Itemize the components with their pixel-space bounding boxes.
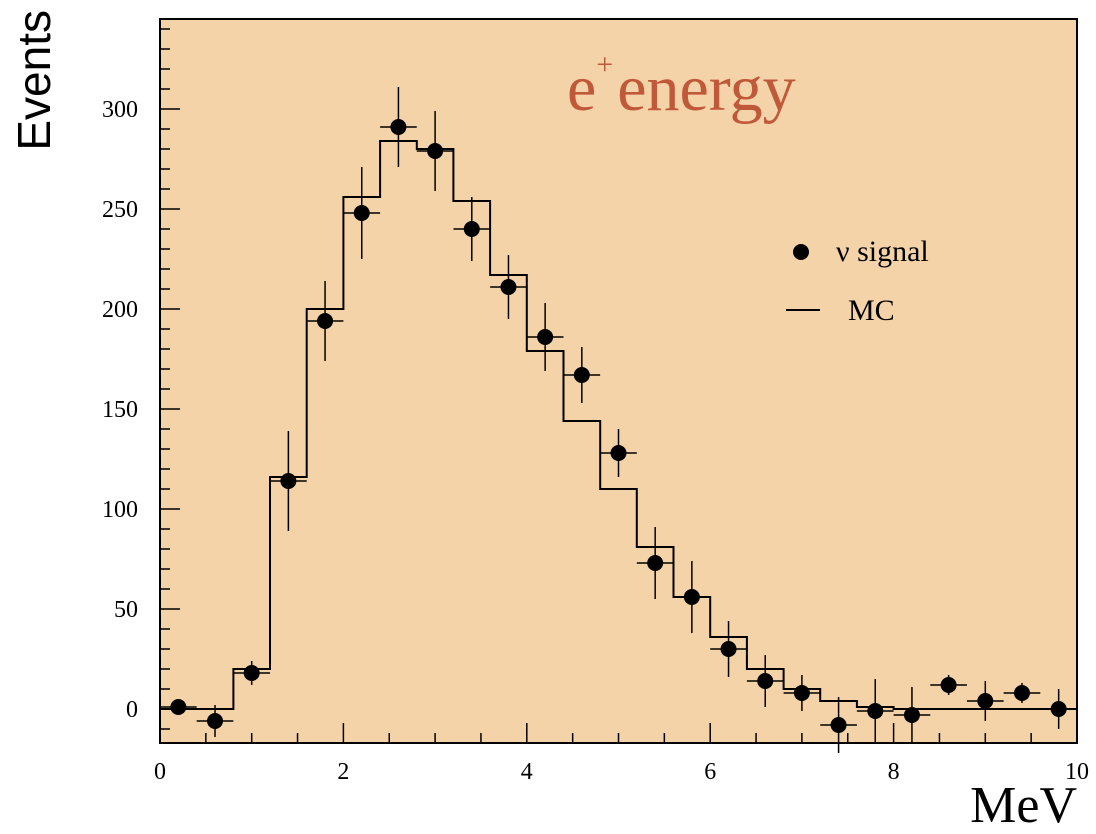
- y-axis-title: Events: [8, 10, 60, 151]
- plot-area: [160, 19, 1077, 743]
- x-tick-label: 0: [154, 759, 166, 785]
- signal-point: [416, 111, 454, 191]
- signal-marker: [353, 205, 370, 221]
- legend-label-signal: ν signal: [836, 235, 929, 268]
- signal-points: [160, 87, 1077, 753]
- signal-marker: [793, 685, 810, 701]
- y-tick-label: 150: [102, 397, 138, 423]
- x-tick-label: 10: [1065, 759, 1089, 785]
- y-tick-label: 50: [114, 597, 138, 623]
- signal-marker: [500, 279, 517, 295]
- y-tick-label: 0: [126, 697, 138, 723]
- x-axis-title: MeV: [970, 777, 1077, 834]
- signal-point: [893, 687, 931, 743]
- signal-point: [710, 621, 747, 677]
- x-tick-label: 4: [521, 759, 533, 785]
- signal-point: [196, 705, 234, 737]
- signal-marker: [867, 703, 884, 719]
- mc-histogram: [160, 140, 1077, 710]
- chart-title: e+energy: [567, 48, 796, 125]
- signal-marker: [280, 473, 297, 489]
- signal-marker: [427, 143, 444, 159]
- signal-point: [1003, 683, 1041, 703]
- signal-marker: [207, 713, 224, 729]
- signal-marker: [317, 313, 334, 329]
- signal-point: [600, 429, 637, 477]
- legend-label-mc: MC: [848, 294, 895, 327]
- signal-point: [636, 527, 674, 599]
- signal-marker: [977, 693, 994, 709]
- signal-point: [343, 167, 381, 259]
- x-tick-label: 2: [337, 759, 349, 785]
- signal-marker: [940, 677, 957, 693]
- signal-point: [783, 675, 821, 711]
- signal-marker: [830, 717, 847, 733]
- signal-marker: [720, 641, 737, 657]
- signal-point: [306, 281, 344, 361]
- signal-marker: [463, 221, 480, 237]
- signal-marker: [1013, 685, 1030, 701]
- signal-point: [563, 347, 601, 403]
- y-tick-label: 200: [102, 297, 138, 323]
- signal-marker: [647, 555, 664, 571]
- legend: ν signal MC: [786, 235, 929, 327]
- signal-point: [673, 561, 711, 633]
- signal-point: [746, 655, 784, 707]
- signal-marker: [170, 699, 187, 715]
- signal-point: [160, 699, 197, 715]
- signal-marker: [537, 329, 554, 345]
- signal-marker: [757, 673, 774, 689]
- chart-title-rest: energy: [617, 52, 795, 125]
- y-tick-label: 250: [102, 197, 138, 223]
- signal-marker: [390, 119, 407, 135]
- signal-marker: [903, 707, 920, 723]
- signal-marker: [610, 445, 627, 461]
- y-tick-label: 100: [102, 497, 138, 523]
- signal-point: [1040, 689, 1077, 729]
- legend-dot-icon: [793, 244, 809, 260]
- signal-point: [453, 197, 491, 261]
- signal-marker: [683, 589, 700, 605]
- x-tick-label: 8: [888, 759, 900, 785]
- y-tick-label: 300: [102, 97, 138, 123]
- chart-title-superscript: +: [596, 48, 613, 81]
- signal-point: [380, 87, 417, 167]
- signal-point: [856, 679, 894, 743]
- signal-point: [270, 431, 307, 531]
- signal-point: [930, 675, 967, 695]
- chart-title-base: e: [567, 52, 596, 125]
- signal-marker: [573, 367, 590, 383]
- signal-marker: [1050, 701, 1067, 717]
- signal-point: [490, 255, 527, 319]
- signal-marker: [243, 665, 260, 681]
- x-tick-label: 6: [704, 759, 716, 785]
- signal-point: [966, 681, 1004, 721]
- signal-point: [233, 661, 271, 685]
- ticks: [159, 28, 1078, 743]
- signal-point: [526, 303, 564, 371]
- mc-line: [160, 140, 1077, 710]
